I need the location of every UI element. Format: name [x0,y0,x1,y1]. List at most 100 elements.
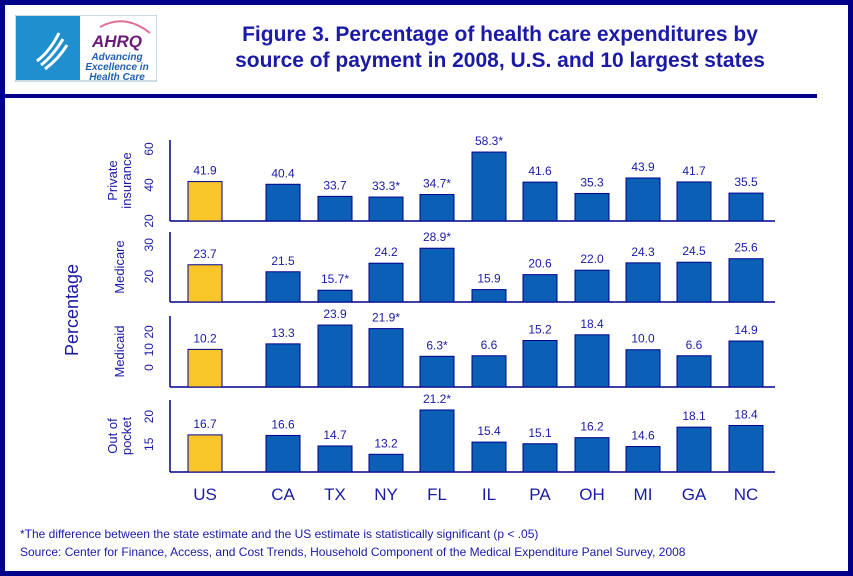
data-label: 14.6 [631,429,655,443]
x-tick-label: TX [324,485,346,504]
data-label: 15.2 [528,322,552,336]
panel-label: Private [105,160,120,200]
data-label: 41.9 [193,164,217,178]
data-label: 15.9 [477,272,501,286]
data-label: 10.0 [631,332,655,346]
data-label: 33.3* [372,179,400,193]
data-label: 14.7 [323,428,347,442]
data-label: 41.7 [682,164,706,178]
y-axis-title: Percentage [62,264,82,356]
ahrq-logo: AHRQ Advancing Excellence in Health Care [15,15,157,82]
title-line: Figure 3. Percentage of health care expe… [242,23,758,46]
panel-label: Out of [105,418,120,454]
data-label: 21.2* [423,392,451,406]
bar-oh [574,192,610,222]
panel-label: Medicare [112,240,127,293]
svg-text:AHRQ: AHRQ [91,32,142,51]
data-label: 35.5 [734,175,758,189]
bar-ny [368,196,404,222]
x-tick-label: NY [374,485,398,504]
title-line: source of payment in 2008, U.S. and 10 l… [235,49,765,72]
chart-title: Figure 3. Percentage of health care expe… [190,22,810,74]
y-tick-label: 20 [142,325,156,339]
bar-ca [265,343,301,388]
bar-us [187,348,223,388]
data-label: 21.5 [271,254,295,268]
bar-mi [625,262,661,303]
data-label: 33.7 [323,178,347,192]
data-label: 58.3* [475,134,503,148]
data-label: 20.6 [528,257,552,271]
bar-us [187,181,223,222]
data-label: 41.6 [528,164,552,178]
bar-pa [522,339,558,388]
data-label: 16.6 [271,417,295,431]
y-tick-label: 20 [142,270,156,284]
data-label: 35.3 [580,175,604,189]
bar-nc [728,192,764,222]
x-tick-label: MI [634,485,653,504]
data-label: 14.9 [734,323,758,337]
x-tick-label: IL [482,485,496,504]
y-tick-label: 30 [142,238,156,252]
y-tick-label: 0 [142,364,156,371]
bar-pa [522,443,558,473]
data-label: 18.4 [580,317,604,331]
data-label: 15.1 [528,426,552,440]
bar-tx [317,324,353,388]
data-label: 10.2 [193,331,217,345]
title-divider [5,94,817,98]
data-label: 34.7* [423,177,451,191]
x-tick-label: OH [579,485,605,504]
svg-text:Health Care: Health Care [89,72,145,82]
data-label: 13.2 [374,436,398,450]
data-label: 13.3 [271,326,295,340]
data-label: 24.5 [682,244,706,258]
bar-fl [419,247,455,303]
x-tick-label: PA [529,485,551,504]
significance-footnote: *The difference between the state estima… [20,527,539,541]
data-label: 22.0 [580,252,604,266]
bar-fl [419,355,455,388]
bar-ga [676,355,712,388]
bar-il [471,289,507,303]
x-tick-label: GA [682,485,707,504]
bar-nc [728,340,764,388]
data-label: 40.4 [271,166,295,180]
bar-nc [728,424,764,473]
data-label: 24.3 [631,245,655,259]
y-tick-label: 15 [142,437,156,451]
data-label: 28.9* [423,230,451,244]
data-label: 15.7* [321,272,349,286]
panel-label: Medicaid [112,325,127,377]
bar-mi [625,349,661,388]
bar-mi [625,177,661,222]
y-tick-label: 10 [142,343,156,357]
svg-text:Excellence in: Excellence in [85,62,148,73]
bar-tx [317,195,353,222]
bar-pa [522,274,558,303]
data-label: 6.6 [686,338,703,352]
x-tick-label: FL [427,485,447,504]
bar-tx [317,289,353,303]
data-label: 15.4 [477,424,501,438]
bar-il [471,441,507,473]
bar-ga [676,261,712,303]
bar-pa [522,181,558,222]
bar-fl [419,409,455,473]
data-label: 21.9* [372,311,400,325]
source-footnote: Source: Center for Finance, Access, and … [20,545,686,559]
y-tick-label: 20 [142,410,156,424]
y-tick-label: 60 [142,142,156,156]
bar-ny [368,328,404,388]
x-tick-label: CA [271,485,295,504]
bar-nc [728,258,764,303]
y-tick-label: 40 [142,178,156,192]
data-label: 25.6 [734,241,758,255]
bar-oh [574,334,610,388]
data-label: 16.2 [580,420,604,434]
bar-oh [574,437,610,473]
bar-us [187,434,223,473]
data-label: 43.9 [631,160,655,174]
